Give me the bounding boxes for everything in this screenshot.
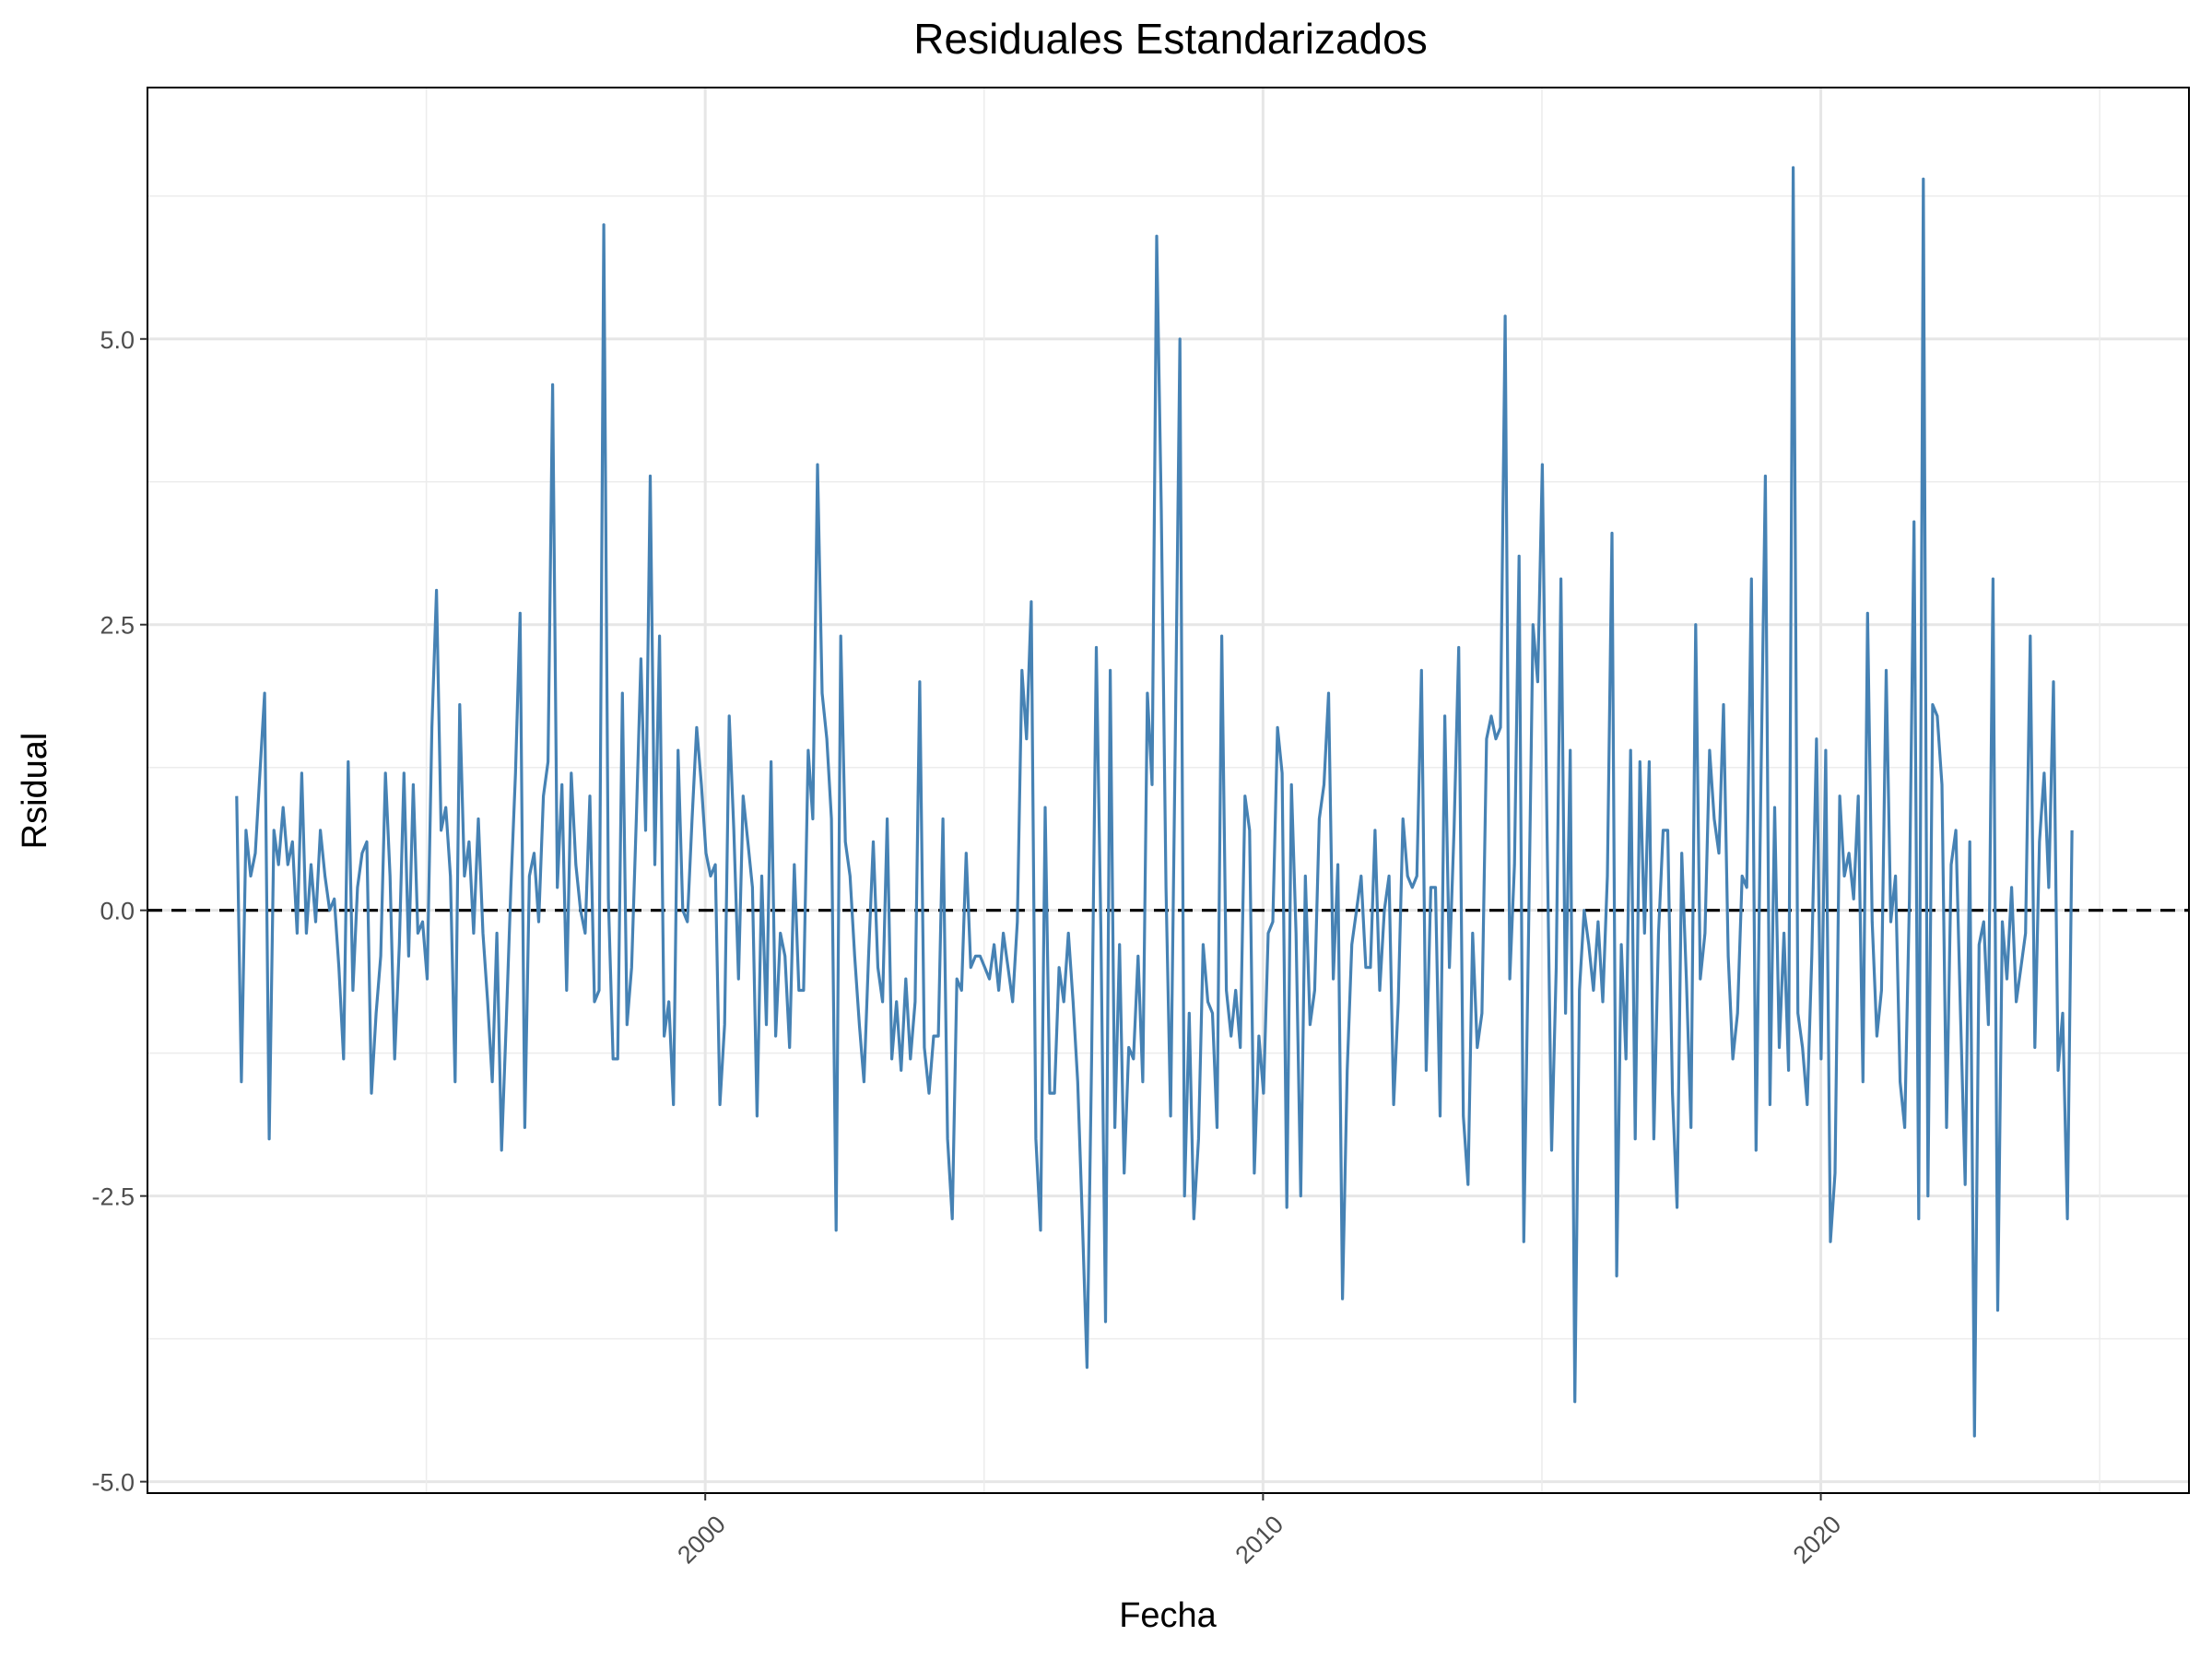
y-axis-ticks: -5.0 -2.5 0.0 2.5 5.0	[91, 326, 147, 1497]
y-tick-label: 0.0	[100, 898, 135, 925]
y-axis-title: Rsidual	[16, 733, 54, 850]
chart-title: Residuales Estandarizados	[913, 15, 1427, 63]
series-line	[235, 166, 2074, 1438]
grid-lines	[147, 88, 2189, 1493]
y-tick-label: -2.5	[91, 1183, 135, 1211]
y-tick-label: -5.0	[91, 1469, 135, 1497]
y-tick-label: 2.5	[100, 612, 135, 640]
panel-border	[147, 87, 2190, 1494]
series-group	[235, 166, 2074, 1438]
y-tick-label: 5.0	[100, 326, 135, 354]
x-axis-title: Fecha	[1119, 1596, 1217, 1635]
